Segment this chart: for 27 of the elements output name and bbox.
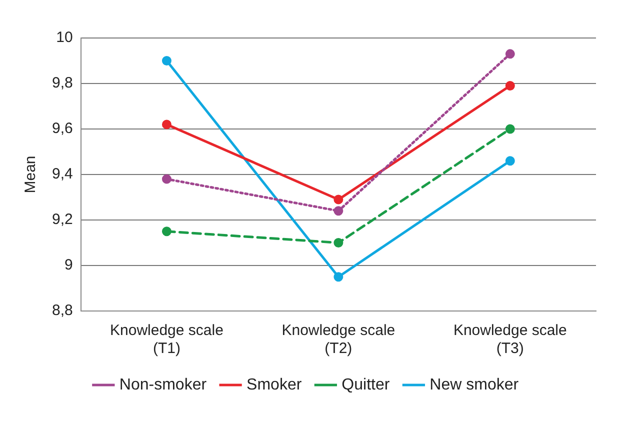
y-tick-label: 9,4 <box>52 166 73 183</box>
x-tick-label: Knowledge scale (T1) <box>110 322 224 358</box>
point <box>505 81 515 91</box>
point <box>505 156 515 166</box>
legend-label: Smoker <box>246 376 302 394</box>
point <box>505 124 515 134</box>
point <box>162 120 172 130</box>
point <box>505 49 515 59</box>
legend-label: Quitter <box>342 376 390 394</box>
y-tick-label: 9,6 <box>52 120 73 138</box>
y-tick-label: 9,2 <box>52 211 73 228</box>
point <box>334 272 344 282</box>
x-tick-label: Knowledge scale (T2) <box>282 322 396 358</box>
point <box>162 174 172 184</box>
point <box>334 206 344 216</box>
point <box>162 56 172 66</box>
point <box>334 238 344 248</box>
y-tick-label: 10 <box>56 29 73 46</box>
legend-label: New smoker <box>430 376 520 394</box>
legend-label: Non-smoker <box>119 376 208 394</box>
x-tick-label: Knowledge scale (T3) <box>453 322 567 358</box>
y-tick-label: 9 <box>64 256 73 274</box>
y-tick-label: 8,8 <box>52 302 73 320</box>
y-axis-title: Mean <box>22 156 40 194</box>
point <box>162 226 172 236</box>
y-tick-label: 9,8 <box>52 74 73 92</box>
point <box>334 194 344 204</box>
